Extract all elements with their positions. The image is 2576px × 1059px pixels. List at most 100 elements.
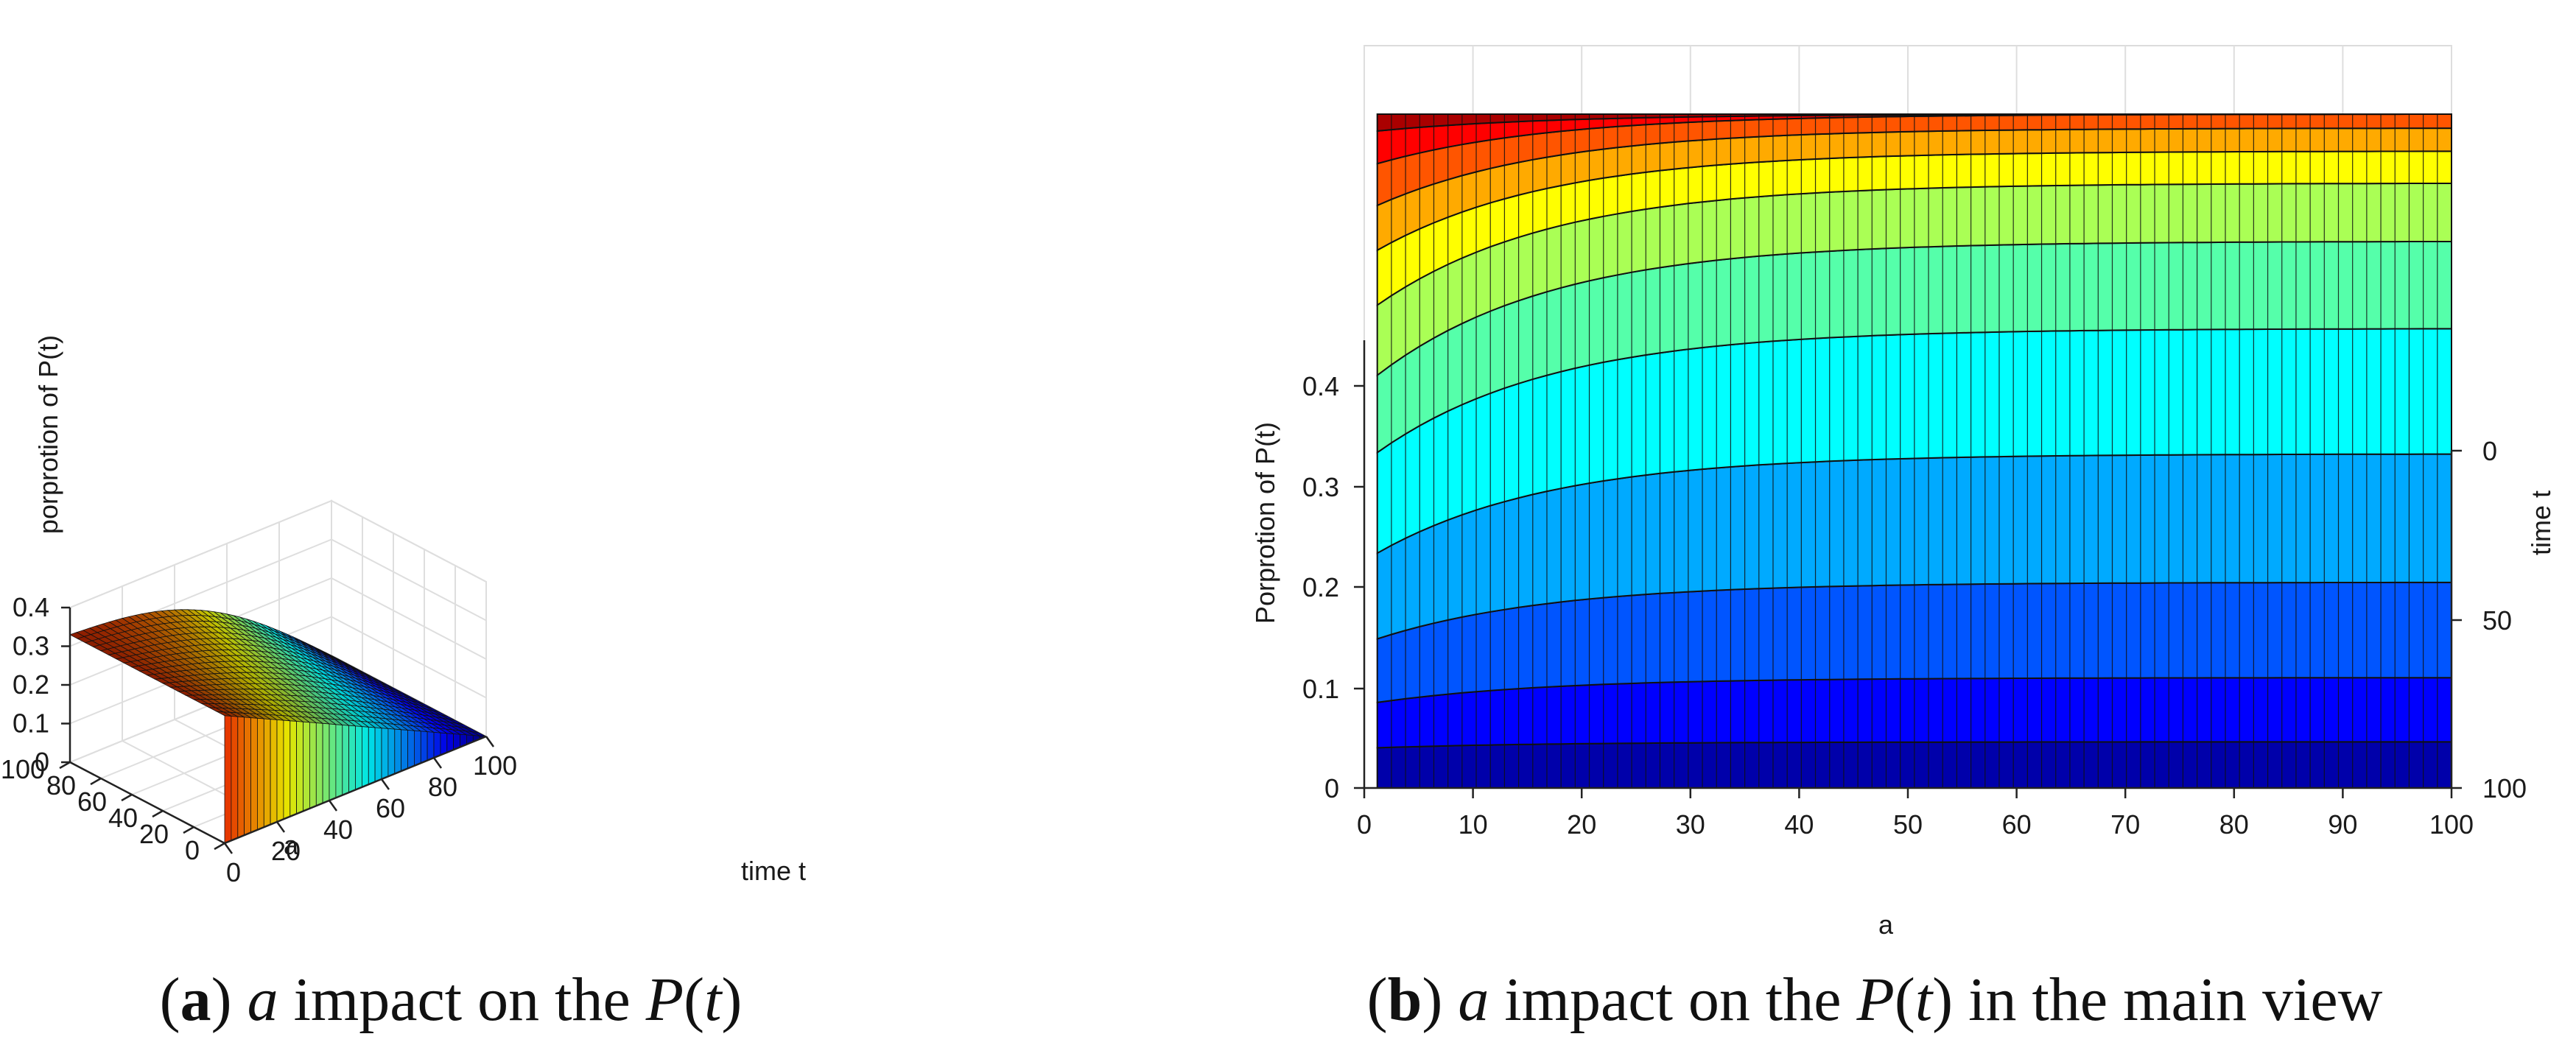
caption-a: (a) a impact on the P(t) bbox=[160, 965, 743, 1034]
surface-front-face bbox=[237, 716, 245, 839]
y-tick-label: 40 bbox=[108, 803, 138, 833]
surface-front-face bbox=[303, 721, 310, 812]
panel-b-ticks: 0 10 20 30 40 50 60 70 80 90 100 0 0.1 0.2 0.3 0.4 0 50 10… bbox=[1302, 371, 2527, 840]
surface-front-face bbox=[374, 727, 382, 783]
colour-band bbox=[1376, 113, 2452, 132]
surface-front-face bbox=[414, 730, 421, 767]
x-tick-label: 40 bbox=[1784, 809, 1814, 840]
y-tick-label: 60 bbox=[77, 787, 107, 817]
surface-front-face bbox=[420, 731, 428, 764]
y-tick-mark bbox=[152, 809, 164, 818]
x-tick-label: 30 bbox=[1676, 809, 1705, 840]
y-tick-label: 0.4 bbox=[1302, 371, 1339, 401]
y-tick-mark bbox=[121, 793, 133, 802]
z-tick-label: 0.4 bbox=[13, 592, 49, 622]
surface-front-face bbox=[394, 728, 401, 775]
wall-grid-line bbox=[331, 500, 487, 583]
y-tick-mark bbox=[214, 842, 225, 851]
y-tick-label: 0.2 bbox=[1302, 572, 1339, 602]
z-tick-label: 0.2 bbox=[13, 669, 49, 700]
surface-front-face bbox=[289, 720, 298, 817]
surface-front-face bbox=[322, 722, 330, 804]
surface-front-face bbox=[231, 716, 239, 841]
right-tick-label: 0 bbox=[2482, 436, 2497, 466]
wall-grid-line bbox=[331, 616, 487, 699]
y-tick-label: 0 bbox=[185, 835, 200, 865]
y-tick-label: 20 bbox=[139, 819, 169, 849]
panel-b-surface bbox=[1376, 113, 2452, 789]
panel-b-right-label: time t bbox=[2526, 490, 2556, 555]
surface-front-face bbox=[433, 731, 441, 759]
x-tick-mark bbox=[380, 778, 390, 790]
surface-front-face bbox=[263, 718, 271, 828]
x-tick-label: 0 bbox=[1357, 809, 1372, 840]
y-tick-label: 80 bbox=[46, 770, 76, 801]
x-tick-mark bbox=[328, 800, 338, 812]
x-tick-label: 0 bbox=[226, 857, 241, 887]
surface-front-face bbox=[440, 732, 448, 756]
surface-front-face bbox=[355, 725, 362, 791]
y-tick-mark bbox=[59, 761, 71, 770]
z-tick-label: 0 bbox=[35, 747, 49, 777]
surface-front-face bbox=[224, 715, 232, 844]
surface-front-face bbox=[361, 726, 369, 788]
surface-front-face bbox=[368, 726, 376, 785]
x-tick-label: 40 bbox=[323, 815, 353, 845]
surface-front-face bbox=[244, 717, 251, 836]
x-tick-label: 70 bbox=[2110, 809, 2140, 840]
z-tick-label: 0.3 bbox=[13, 631, 49, 661]
x-tick-label: 60 bbox=[376, 793, 405, 823]
right-tick-label: 100 bbox=[2482, 773, 2527, 803]
panel-b-top-view: 0 10 20 30 40 50 60 70 80 90 100 0 0.1 0.2 0.3 0.4 0 50 10… bbox=[1250, 45, 2556, 940]
panel-a-y-label: a bbox=[284, 830, 299, 860]
x-tick-label: 20 bbox=[1567, 809, 1596, 840]
surface-front-face bbox=[407, 730, 415, 770]
surface-front-face bbox=[427, 731, 435, 761]
x-tick-mark bbox=[432, 757, 443, 769]
x-tick-mark bbox=[223, 842, 234, 854]
x-tick-label: 100 bbox=[2429, 809, 2474, 840]
surface-front-face bbox=[270, 719, 278, 826]
wall-grid-line bbox=[69, 500, 332, 608]
x-tick-mark bbox=[276, 821, 286, 833]
x-axis-line bbox=[224, 735, 487, 845]
surface-front-face bbox=[309, 722, 317, 809]
y-tick-label: 0.3 bbox=[1302, 472, 1339, 502]
x-tick-label: 60 bbox=[2002, 809, 2032, 840]
x-tick-label: 20 bbox=[271, 836, 301, 866]
panel-a-x-label: time t bbox=[741, 856, 806, 886]
surface-front-face bbox=[250, 717, 258, 834]
panel-a-z-label: porprotion of P(t) bbox=[33, 335, 63, 534]
y-tick-mark bbox=[183, 826, 194, 834]
x-tick-label: 80 bbox=[428, 772, 457, 802]
surface-front-face bbox=[401, 729, 408, 772]
surface-front-face bbox=[342, 725, 350, 796]
y-tick-mark bbox=[90, 777, 102, 786]
x-tick-label: 80 bbox=[2219, 809, 2249, 840]
panel-a-surface bbox=[69, 609, 487, 844]
surface-front-face bbox=[329, 723, 337, 801]
x-tick-label: 90 bbox=[2328, 809, 2357, 840]
caption-b: (b) a impact on the P(t) in the main vie… bbox=[1367, 965, 2383, 1034]
x-tick-mark bbox=[485, 736, 495, 747]
surface-front-face bbox=[335, 724, 343, 798]
x-tick-label: 50 bbox=[1893, 809, 1923, 840]
wall-grid-line bbox=[331, 577, 487, 660]
panel-b-y-label: Porprotion of P(t) bbox=[1250, 422, 1280, 624]
y-axis-line bbox=[69, 761, 225, 845]
surface-front-face bbox=[315, 722, 323, 806]
y-tick-label: 0 bbox=[1324, 773, 1339, 803]
wall-grid-line bbox=[331, 538, 487, 622]
z-tick-label: 0.1 bbox=[13, 708, 49, 739]
right-tick-label: 50 bbox=[2482, 605, 2512, 636]
surface-front-face bbox=[283, 720, 291, 820]
surface-front-face bbox=[387, 728, 396, 777]
x-tick-label: 10 bbox=[1459, 809, 1488, 840]
y-tick-label: 0.1 bbox=[1302, 674, 1339, 704]
x-tick-label: 100 bbox=[473, 750, 517, 781]
surface-front-face bbox=[276, 719, 284, 823]
surface-front-face bbox=[381, 728, 389, 780]
